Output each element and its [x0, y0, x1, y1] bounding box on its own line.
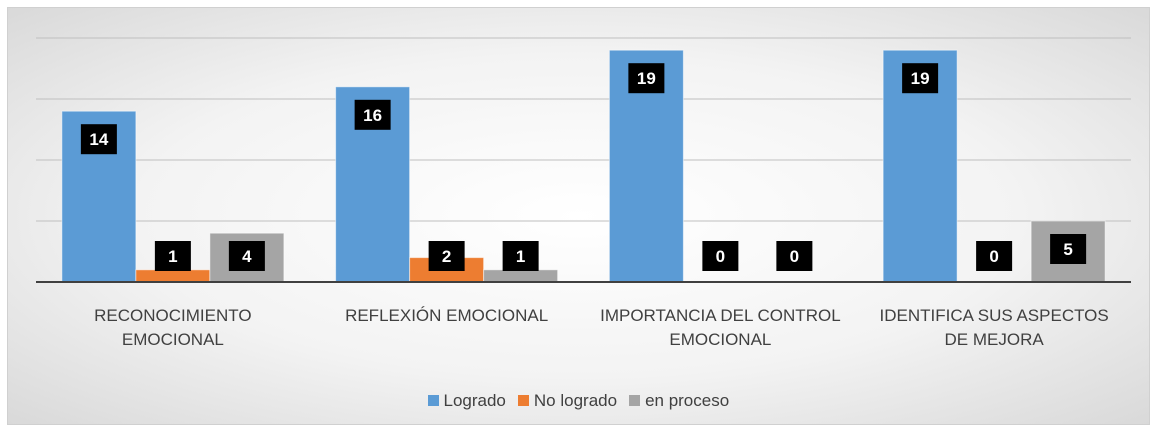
data-label: 0: [790, 247, 799, 266]
data-label: 0: [989, 247, 998, 266]
legend-swatch: [427, 395, 439, 406]
data-label-box: [776, 241, 813, 271]
data-label-box: [354, 99, 391, 130]
data-label: 19: [911, 69, 930, 88]
data-label: 4: [242, 247, 252, 266]
data-label: 14: [89, 130, 108, 149]
data-label-box: [502, 241, 539, 271]
data-label: 19: [637, 69, 656, 88]
data-label-box: [902, 63, 939, 94]
legend-swatch: [517, 395, 529, 406]
data-label: 2: [442, 247, 451, 266]
data-label-box: [80, 124, 117, 155]
data-label: 1: [516, 247, 525, 266]
data-label: 0: [716, 247, 725, 266]
legend-swatch: [629, 395, 641, 406]
x-tick-label: IMPORTANCIA DEL CONTROL EMOCIONAL: [600, 306, 841, 349]
data-label: 5: [1063, 240, 1072, 259]
legend-label: No logrado: [533, 391, 618, 410]
data-label-box: [702, 241, 739, 271]
legend-label: en proceso: [645, 391, 730, 410]
data-label-box: [428, 241, 465, 271]
legend-item: en proceso: [629, 391, 729, 410]
legend: Logrado No logrado en proceso: [427, 391, 742, 411]
legend-label: Logrado: [443, 391, 506, 410]
x-tick-label: REFLEXIÓN EMOCIONAL: [345, 306, 549, 325]
data-label-box: [628, 63, 665, 94]
data-label-box: [976, 241, 1013, 271]
data-label-box: [154, 241, 191, 271]
x-tick-label: IDENTIFICA SUS ASPECTOS DE MEJORA: [879, 306, 1109, 349]
bar: [135, 269, 211, 283]
legend-item: No logrado: [517, 391, 618, 410]
bar: [882, 49, 958, 283]
chart: 14 1 4 16 2 1 19 0 0 19 0 5 RECONOCIMIENTO EMOCIONA…: [7, 7, 1150, 425]
data-label: 1: [168, 247, 177, 266]
x-tick-label: RECONOCIMIENTO EMOCIONAL: [94, 306, 252, 349]
data-label-box: [228, 241, 265, 271]
data-label-box: [1050, 234, 1087, 264]
bar: [483, 269, 559, 283]
legend-item: Logrado: [427, 391, 506, 410]
data-label: 16: [363, 106, 382, 125]
